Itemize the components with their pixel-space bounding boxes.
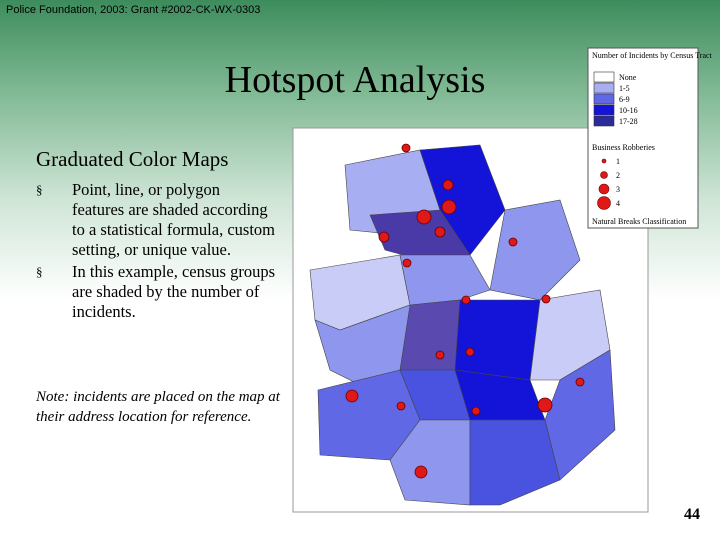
legend-swatch — [593, 104, 615, 116]
legend-label: 1-5 — [619, 84, 630, 93]
legend-point — [600, 171, 608, 179]
legend-points-title: Business Robberies — [592, 143, 655, 152]
tract — [399, 254, 491, 306]
incident — [378, 231, 390, 243]
incident — [465, 347, 475, 357]
incident — [434, 226, 446, 238]
tract — [454, 299, 541, 381]
legend-label: 4 — [616, 199, 620, 208]
legend-point — [601, 158, 607, 164]
legend-label: 2 — [616, 171, 620, 180]
heading: Graduated Color Maps — [36, 147, 229, 171]
tract — [389, 419, 471, 506]
legend-classes: None 1-5 6-9 10-16 17-28 — [593, 71, 638, 127]
credit: Police Foundation, 2003: Grant #2002-CK-… — [6, 4, 261, 16]
incident — [435, 350, 445, 360]
title: Hotspot Analysis — [224, 59, 486, 101]
legend-swatch — [593, 82, 615, 94]
incident — [575, 377, 585, 387]
legend-swatch — [593, 115, 615, 127]
incident — [508, 237, 518, 247]
tract — [489, 199, 581, 301]
incident — [441, 199, 457, 215]
tract — [419, 144, 506, 256]
tracts — [309, 144, 616, 506]
legend-label: None — [619, 73, 637, 82]
page-number: 44 — [684, 506, 700, 523]
legend-label: 6-9 — [619, 95, 630, 104]
legend-label: 1 — [616, 157, 620, 166]
incident — [442, 179, 454, 191]
incident — [345, 389, 359, 403]
bullet: In this example, census groups are shade… — [36, 262, 276, 322]
tract — [469, 419, 561, 506]
incident — [402, 258, 412, 268]
legend-swatch — [593, 71, 615, 83]
legend-points: 1 2 3 4 — [597, 157, 620, 210]
legend-label: 17-28 — [619, 117, 638, 126]
legend-swatch — [593, 93, 615, 105]
incidents — [345, 143, 585, 479]
tract — [544, 349, 616, 481]
incident — [414, 465, 428, 479]
legend-title: Number of Incidents by Census Tract — [592, 51, 713, 60]
note: Note: incidents are placed on the map at… — [36, 389, 280, 425]
incident — [401, 143, 411, 153]
bullet: Point, line, or polygon features are sha… — [36, 180, 276, 260]
legend-footer: Natural Breaks Classification — [592, 217, 686, 226]
legend-point — [597, 196, 611, 210]
incident — [541, 294, 551, 304]
legend-label: 3 — [616, 185, 620, 194]
incident — [461, 295, 471, 305]
incident — [537, 397, 553, 413]
incident — [471, 406, 481, 416]
incident — [396, 401, 406, 411]
legend-label: 10-16 — [619, 106, 638, 115]
bullet-list: Point, line, or polygon features are sha… — [36, 180, 276, 324]
incident — [416, 209, 432, 225]
legend-point — [598, 183, 610, 195]
